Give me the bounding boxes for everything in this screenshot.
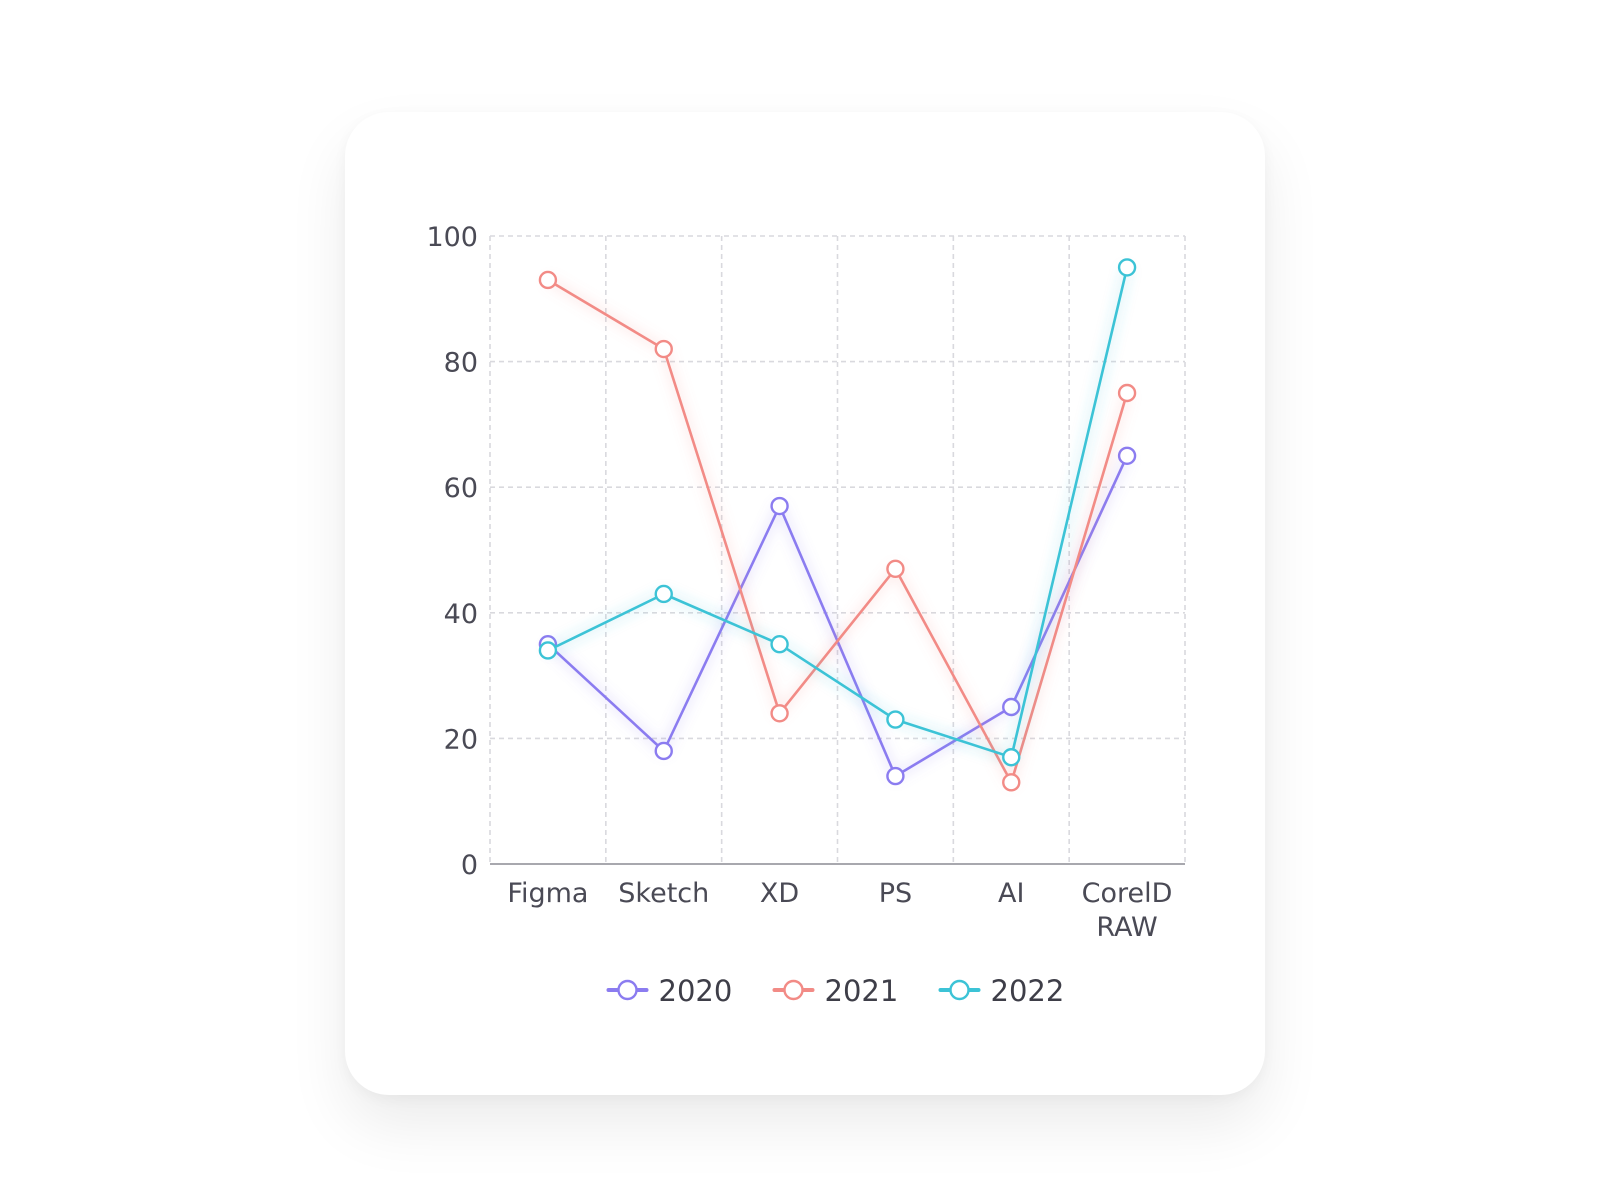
data-point[interactable] — [1002, 697, 1021, 717]
legend-label: 2020 — [659, 974, 733, 1008]
series-line — [547, 267, 1129, 759]
data-point[interactable] — [654, 584, 673, 604]
legend: 2020 2021 2022 — [606, 974, 1065, 1008]
legend-marker — [949, 979, 970, 1001]
legend-label: 2021 — [825, 974, 899, 1008]
series-lines — [538, 258, 1137, 792]
x-tick-label: CorelD RAW — [1082, 878, 1173, 943]
data-point[interactable] — [1002, 773, 1021, 792]
y-tick-label: 0 — [461, 850, 478, 881]
y-tick-label: 20 — [444, 724, 478, 755]
data-point[interactable] — [654, 741, 673, 761]
data-point[interactable] — [1002, 748, 1021, 767]
data-point[interactable] — [538, 641, 558, 660]
y-tick-label: 60 — [444, 473, 478, 504]
data-point[interactable] — [1117, 383, 1137, 403]
legend-item-2020[interactable]: 2020 — [606, 974, 733, 1008]
y-tick-label: 40 — [444, 599, 478, 630]
chart-card — [345, 112, 1265, 1095]
data-point[interactable] — [654, 339, 673, 359]
data-point[interactable] — [886, 559, 905, 579]
data-point[interactable] — [1117, 258, 1137, 277]
x-tick-label: XD — [760, 878, 799, 909]
legend-marker — [617, 979, 638, 1001]
series-line — [547, 278, 1129, 784]
x-tick-label: Figma — [507, 878, 588, 909]
legend-item-2022[interactable]: 2022 — [938, 974, 1065, 1008]
x-tick-label: Sketch — [618, 878, 709, 909]
axes: 0 20 40 60 80 100 Figma Sketch XD PS AI CorelD RAW — [426, 222, 1185, 943]
series-2021 — [538, 270, 1137, 792]
data-point[interactable] — [770, 496, 789, 516]
y-tick-label: 100 — [426, 222, 478, 253]
data-point[interactable] — [1117, 446, 1137, 465]
grid — [489, 235, 1186, 864]
legend-item-2021[interactable]: 2021 — [772, 974, 899, 1008]
x-tick-label: AI — [998, 878, 1024, 909]
data-point[interactable] — [538, 270, 558, 290]
series-2022 — [538, 258, 1137, 767]
data-point[interactable] — [770, 704, 789, 723]
y-tick-label: 80 — [444, 348, 478, 379]
data-point[interactable] — [886, 710, 905, 729]
data-point[interactable] — [770, 635, 789, 654]
legend-marker — [783, 979, 804, 1001]
data-point[interactable] — [886, 766, 905, 786]
legend-label: 2022 — [991, 974, 1065, 1008]
x-tick-label: PS — [879, 878, 912, 909]
